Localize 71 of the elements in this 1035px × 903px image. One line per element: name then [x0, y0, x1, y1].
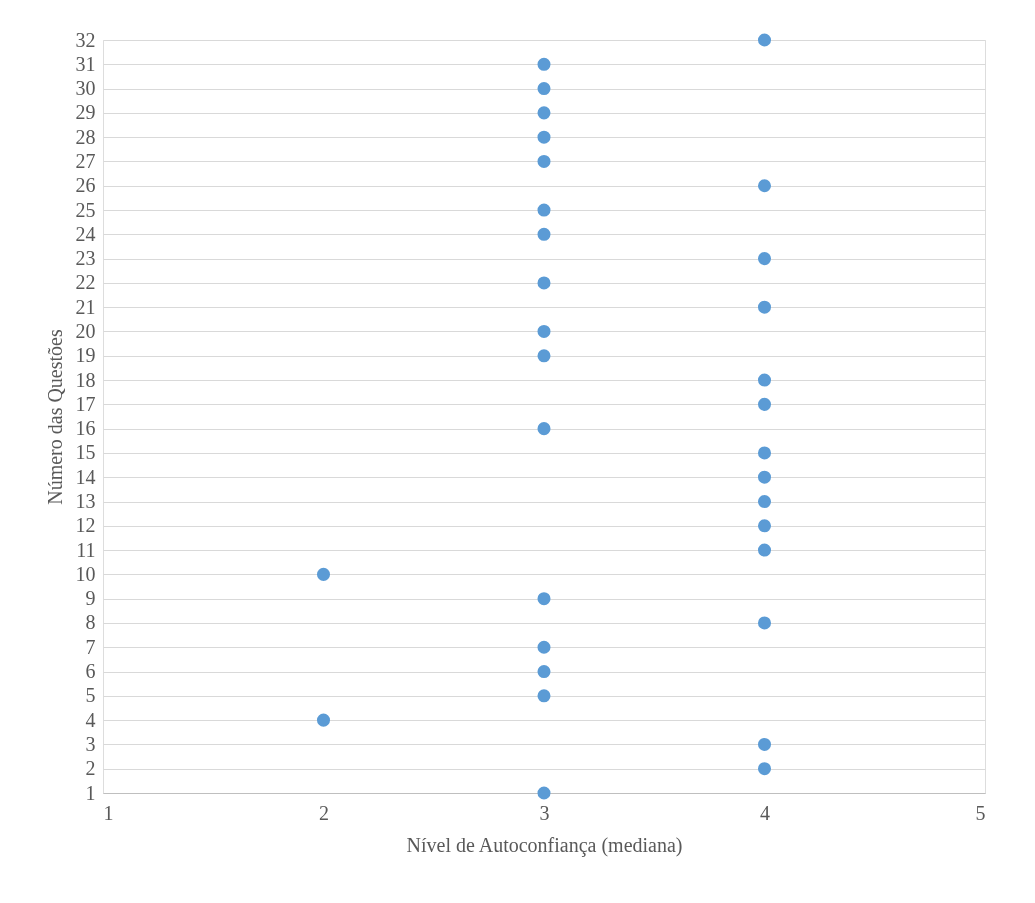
point	[757, 737, 772, 751]
y-tick-label: 30	[75, 77, 96, 100]
point	[537, 276, 551, 290]
y-tick-label: 27	[75, 149, 96, 172]
point	[537, 422, 551, 436]
point	[537, 106, 551, 120]
y-tick-label: 13	[75, 490, 96, 513]
y-tick-label: 6	[85, 660, 96, 683]
point	[537, 640, 551, 654]
point	[757, 446, 772, 460]
point	[757, 252, 772, 266]
point	[316, 567, 331, 581]
y-tick-label: 1	[85, 781, 96, 804]
point	[757, 762, 772, 776]
point	[537, 227, 551, 241]
point	[757, 300, 772, 314]
y-tick-label: 4	[85, 708, 96, 731]
y-tick-label: 17	[75, 392, 96, 415]
y-tick-label: 28	[75, 125, 96, 148]
y-tick-label: 22	[75, 271, 96, 294]
y-tick-label: 7	[85, 635, 96, 658]
y-tick-label: 9	[85, 587, 96, 610]
y-tick-label: 16	[75, 417, 96, 440]
point	[537, 689, 551, 703]
point	[537, 786, 551, 800]
point	[537, 665, 551, 679]
y-tick-label: 10	[75, 562, 96, 585]
y-tick-label: 2	[85, 757, 96, 780]
y-tick-label: 25	[75, 198, 96, 221]
point	[757, 616, 772, 630]
y-tick-label: 5	[85, 684, 96, 707]
y-tick-label: 26	[75, 174, 96, 197]
point	[757, 519, 772, 533]
y-tick-label: 23	[75, 247, 96, 270]
x-tick-label: 3	[539, 801, 550, 824]
y-tick-label: 15	[75, 441, 96, 464]
point	[537, 57, 551, 71]
y-axis-title: Número das Questões	[43, 329, 66, 505]
point	[537, 349, 551, 363]
point	[757, 470, 772, 484]
y-tick-label: 31	[75, 52, 96, 75]
y-tick-label: 18	[75, 368, 96, 391]
point	[757, 179, 772, 193]
y-tick-label: 12	[75, 514, 96, 537]
point	[757, 543, 772, 557]
y-tick-label: 8	[85, 611, 96, 634]
y-tick-label: 29	[75, 101, 96, 124]
point	[537, 203, 551, 217]
point	[537, 130, 551, 144]
point	[537, 324, 551, 338]
y-tick-label: 3	[85, 732, 96, 755]
point	[537, 592, 551, 606]
x-tick-label: 2	[319, 801, 329, 824]
x-tick-label: 5	[975, 801, 986, 824]
x-tick-label: 4	[760, 801, 770, 824]
y-tick-label: 20	[75, 319, 96, 342]
y-tick-label: 11	[76, 538, 96, 561]
x-axis-title: Nível de Autoconfiança (mediana)	[406, 833, 683, 857]
point	[757, 33, 772, 47]
point	[757, 373, 772, 387]
point	[316, 713, 331, 727]
y-tick-label: 32	[75, 28, 96, 51]
y-tick-label: 24	[75, 222, 96, 245]
point	[757, 495, 772, 509]
point	[757, 397, 772, 411]
x-tick-label: 1	[103, 801, 114, 824]
point	[537, 154, 551, 168]
y-tick-label: 21	[75, 295, 96, 318]
y-tick-label: 14	[75, 465, 96, 488]
point	[537, 82, 551, 96]
y-tick-label: 19	[75, 344, 96, 367]
